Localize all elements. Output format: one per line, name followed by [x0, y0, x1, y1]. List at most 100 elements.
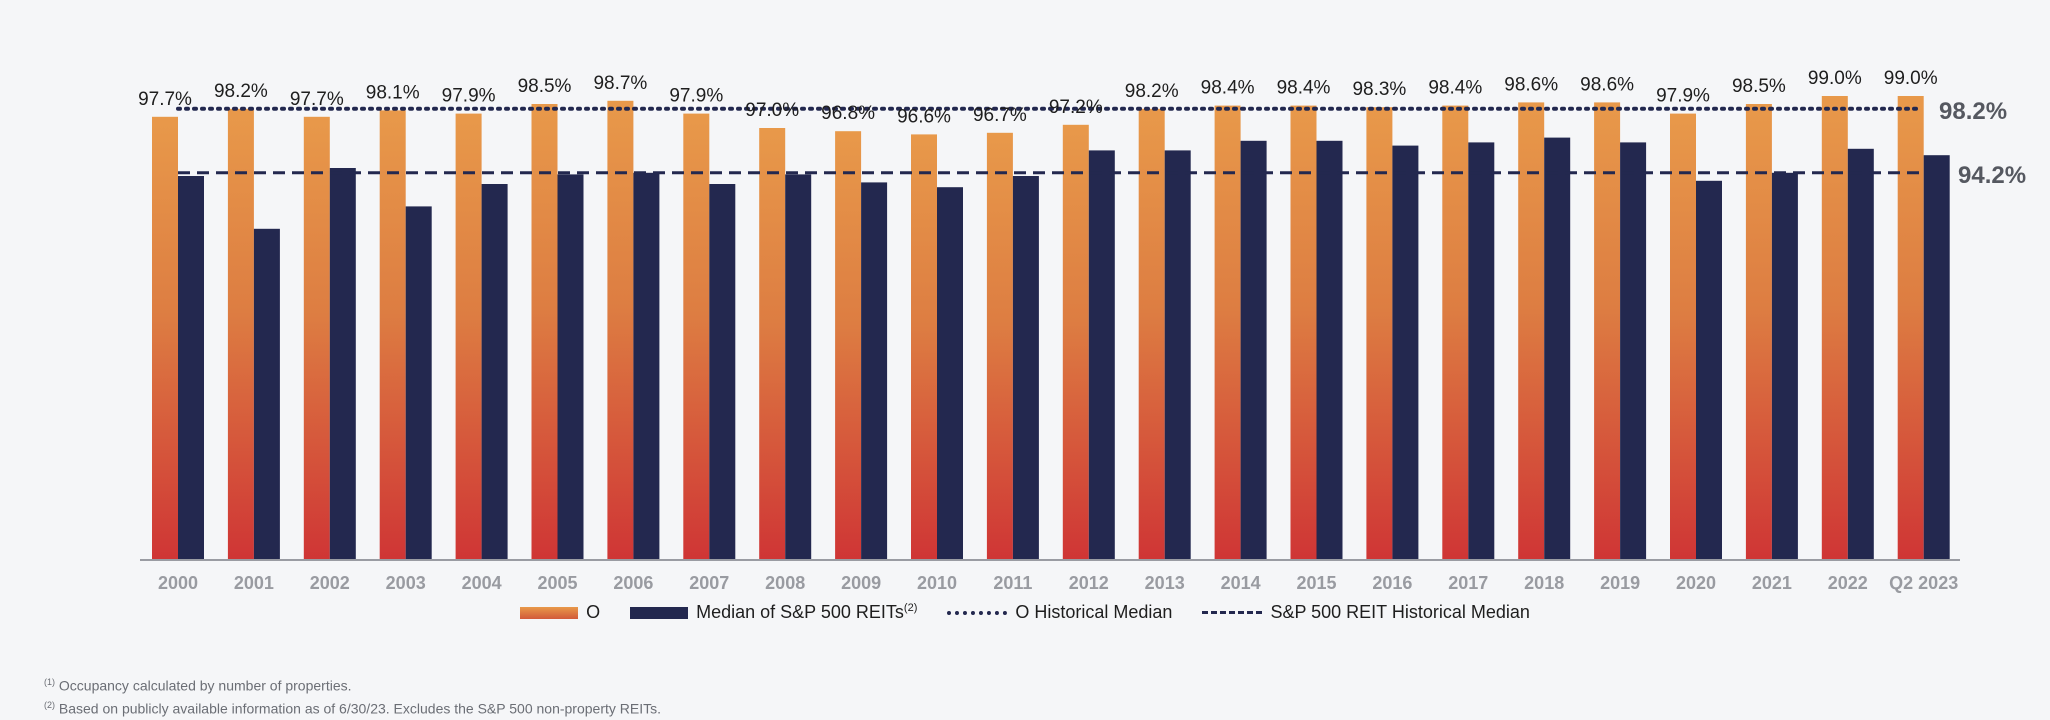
x-tick-label: 2017	[1448, 573, 1488, 593]
bar-o	[455, 113, 482, 560]
bar-reit	[1544, 137, 1571, 560]
bar-o	[1897, 96, 1924, 560]
x-tick-label: 2004	[462, 573, 502, 593]
footnote-1-text: Occupancy calculated by number of proper…	[58, 677, 352, 694]
x-tick-label: 2019	[1600, 573, 1640, 593]
data-label-o: 98.4%	[1201, 78, 1255, 99]
bar-reit	[633, 172, 660, 561]
legend-label-o-median: O Historical Median	[1015, 602, 1173, 622]
legend-label-reit-text: Median of S&P 500 REITs	[696, 602, 904, 622]
data-label-o: 97.9%	[1656, 86, 1710, 107]
x-tick-label: 2012	[1069, 573, 1109, 593]
x-tick-label: 2015	[1296, 573, 1336, 593]
x-tick-label: 2020	[1676, 573, 1716, 593]
bar-reit	[1392, 145, 1419, 560]
legend-swatch-o-median	[947, 610, 1008, 615]
bar-reit	[481, 184, 508, 560]
data-label-o: 97.9%	[442, 86, 496, 107]
bar-reit	[1164, 150, 1191, 560]
legend-swatch-reit-median	[1202, 611, 1263, 614]
data-label-o: 98.6%	[1580, 74, 1634, 95]
legend-label-reit: Median of S&P 500 REITs(2)	[696, 602, 917, 623]
x-tick-label: 2000	[158, 573, 198, 593]
bar-o	[683, 113, 710, 560]
data-label-o: 98.7%	[593, 73, 647, 94]
x-tick-label: 2013	[1145, 573, 1185, 593]
legend-swatch-o	[520, 606, 579, 619]
data-label-o: 98.6%	[1504, 74, 1558, 95]
bar-reit	[1696, 180, 1722, 561]
bar-o	[152, 116, 178, 561]
data-label-o: 98.5%	[518, 76, 572, 97]
x-tick-label: Q2 2023	[1889, 573, 1958, 593]
x-tick-label: 2021	[1752, 573, 1792, 593]
data-label-o: 96.6%	[897, 106, 951, 127]
data-label-o: 98.1%	[366, 82, 420, 103]
legend-label-o: O	[586, 602, 601, 622]
bar-o	[379, 110, 406, 561]
x-tick-label: 2014	[1221, 573, 1261, 593]
footnote-1-marker: (1)	[44, 677, 55, 687]
legend-item-o: O	[520, 602, 600, 623]
bar-o	[1062, 124, 1089, 561]
bar-o	[759, 128, 786, 560]
chart-legend: O Median of S&P 500 REITs(2) O Historica…	[0, 602, 2050, 623]
bar-o	[1518, 102, 1545, 561]
data-label-o: 97.7%	[290, 89, 344, 110]
bar-o	[1214, 105, 1241, 560]
data-label-o: 99.0%	[1884, 68, 1938, 89]
legend-label-reit-median: S&P 500 REIT Historical Median	[1270, 602, 1530, 622]
bar-reit	[1620, 142, 1647, 560]
data-label-o: 98.3%	[1352, 79, 1406, 100]
legend-item-o-median: O Historical Median	[947, 602, 1172, 623]
bar-o	[986, 132, 1013, 561]
footnote-2-text: Based on publicly available information …	[58, 700, 661, 717]
data-label-o: 98.2%	[1125, 81, 1179, 102]
bar-reit	[1240, 140, 1267, 561]
footnote-2: (2) Based on publicly available informat…	[44, 696, 661, 719]
bar-o	[1138, 108, 1165, 561]
bar-reit	[785, 174, 812, 560]
bar-reit	[1771, 172, 1798, 561]
data-label-o: 97.9%	[669, 86, 723, 107]
bar-o	[835, 131, 862, 560]
bar-o	[227, 108, 254, 561]
data-label-o: 97.7%	[138, 89, 192, 110]
footnote-1: (1) Occupancy calculated by number of pr…	[44, 673, 661, 696]
data-label-o: 97.0%	[745, 100, 799, 121]
x-tick-label: 2011	[993, 573, 1032, 593]
legend-label-reit-sup: (2)	[903, 602, 918, 614]
bar-o	[1745, 104, 1772, 560]
bar-reit	[557, 174, 584, 560]
x-tick-label: 2001	[234, 573, 274, 593]
bar-reit	[405, 206, 432, 560]
data-label-o: 98.4%	[1277, 78, 1331, 99]
data-label-o: 96.7%	[973, 105, 1027, 126]
legend-swatch-reit	[630, 606, 689, 619]
legend-item-reit: Median of S&P 500 REITs(2)	[630, 602, 917, 623]
footnote-2-marker: (2)	[44, 699, 55, 710]
x-tick-label: 2022	[1828, 573, 1868, 593]
x-tick-label: 2018	[1524, 573, 1564, 593]
bar-reit	[709, 184, 736, 560]
bar-reit	[1468, 142, 1495, 560]
x-tick-label: 2016	[1372, 573, 1412, 593]
reit-historical-median-label: 94.2%	[1958, 162, 2026, 189]
legend-item-reit-median: S&P 500 REIT Historical Median	[1202, 602, 1530, 623]
x-tick-label: 2005	[537, 573, 577, 593]
data-label-o: 96.8%	[821, 103, 875, 124]
bar-o	[1290, 105, 1317, 560]
bar-reit	[329, 168, 356, 560]
bar-reit	[861, 182, 888, 560]
bar-reit	[1012, 176, 1039, 560]
data-label-o: 98.5%	[1732, 76, 1786, 97]
bar-o	[1594, 102, 1621, 561]
data-label-o: 97.2%	[1049, 97, 1103, 118]
x-tick-label: 2010	[917, 573, 957, 593]
o-historical-median-label: 98.2%	[1939, 98, 2007, 125]
data-label-o: 99.0%	[1808, 68, 1862, 89]
bar-reit	[1316, 140, 1343, 561]
bar-reit	[937, 187, 963, 560]
x-tick-label: 2008	[765, 573, 805, 593]
